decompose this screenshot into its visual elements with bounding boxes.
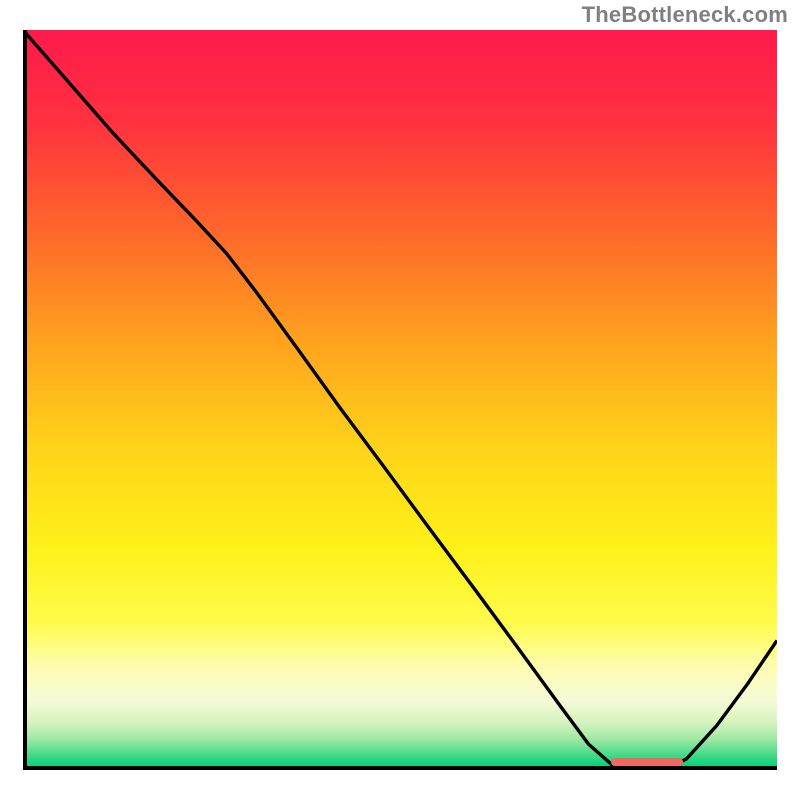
watermark-text: TheBottleneck.com bbox=[582, 2, 788, 28]
chart-container: TheBottleneck.com bbox=[0, 0, 800, 800]
background-gradient bbox=[23, 30, 777, 770]
plot-area bbox=[23, 30, 777, 770]
